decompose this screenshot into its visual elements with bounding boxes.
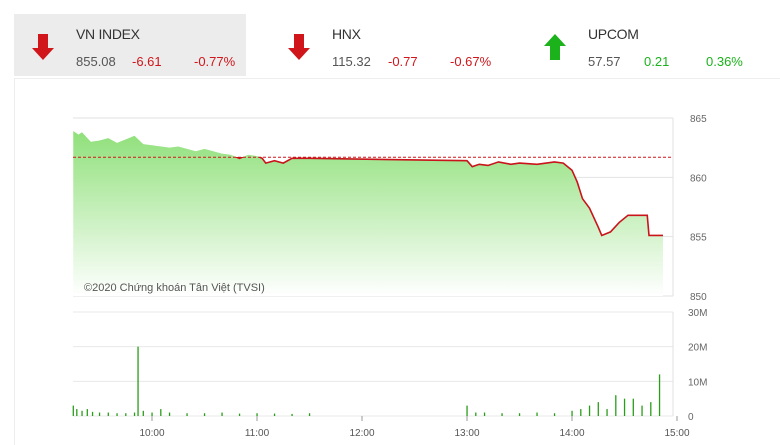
volume-bar [589, 406, 590, 416]
volume-bar [108, 413, 109, 416]
y-tick-label: 850 [690, 292, 707, 303]
volume-bar [615, 395, 616, 416]
volume-bar [475, 413, 476, 416]
y-tick-label: 30M [688, 308, 707, 319]
volume-bar [204, 413, 205, 416]
volume-bar [169, 413, 170, 416]
volume-bar [501, 413, 502, 416]
x-tick-label: 12:00 [349, 428, 374, 439]
volume-bar [624, 399, 625, 416]
volume-bar [160, 409, 161, 416]
y-tick-label: 20M [688, 343, 707, 354]
volume-bar [186, 413, 187, 416]
volume-bar [291, 414, 292, 416]
volume-bar [641, 406, 642, 416]
volume-bar [134, 413, 135, 416]
volume-bar [143, 411, 144, 416]
volume-bar [650, 402, 651, 416]
volume-bar [598, 402, 599, 416]
volume-bar [151, 413, 152, 416]
volume-bar [466, 406, 467, 416]
y-tick-label: 0 [688, 412, 694, 423]
volume-bar [116, 413, 117, 416]
y-tick-label: 10M [688, 377, 707, 388]
volume-bar [633, 399, 634, 416]
volume-bar [554, 413, 555, 416]
volume-bar [81, 411, 82, 416]
volume-bar [580, 409, 581, 416]
x-tick-label: 14:00 [559, 428, 584, 439]
x-tick-label: 11:00 [245, 428, 270, 439]
volume-bar [92, 412, 93, 416]
volume-bar [99, 413, 100, 416]
volume-bar [484, 413, 485, 416]
volume-bar [606, 409, 607, 416]
volume-bar [659, 374, 660, 416]
volume-bar [536, 413, 537, 416]
volume-bar [256, 413, 257, 416]
x-tick-label: 13:00 [454, 428, 479, 439]
y-tick-label: 860 [690, 173, 707, 184]
price-area [73, 131, 663, 296]
volume-bar [76, 409, 77, 416]
volume-bar [73, 406, 74, 416]
volume-bar [125, 413, 126, 416]
volume-bar [239, 414, 240, 416]
volume-bar [221, 413, 222, 416]
watermark: ©2020 Chứng khoán Tân Việt (TVSI) [84, 282, 265, 294]
volume-bar [571, 411, 572, 416]
volume-bar [309, 413, 310, 416]
y-tick-label: 855 [690, 233, 707, 244]
volume-bar [519, 413, 520, 416]
volume-bar [137, 347, 138, 416]
x-tick-label: 15:00 [664, 428, 689, 439]
y-tick-label: 865 [690, 114, 707, 125]
volume-bar [87, 409, 88, 416]
x-tick-label: 10:00 [139, 428, 164, 439]
volume-bar [274, 414, 275, 416]
